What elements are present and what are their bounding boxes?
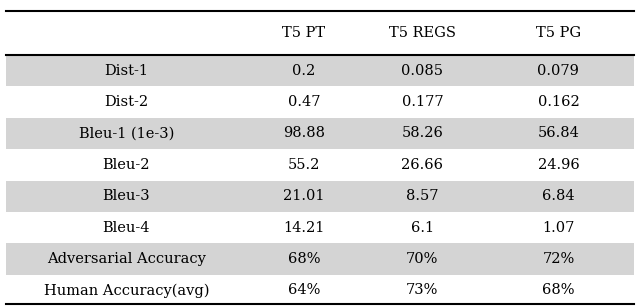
Text: 73%: 73% [406, 283, 438, 297]
Text: 98.88: 98.88 [283, 126, 325, 140]
Bar [6, 118, 634, 149]
Text: 6.84: 6.84 [542, 189, 575, 203]
Text: 21.01: 21.01 [284, 189, 324, 203]
Bar [6, 181, 634, 212]
Text: 58.26: 58.26 [401, 126, 444, 140]
Text: T5 PT: T5 PT [282, 26, 326, 40]
Text: T5 PG: T5 PG [536, 26, 581, 40]
Text: 68%: 68% [542, 283, 575, 297]
Bar [6, 243, 634, 275]
Text: Human Accuracy(avg): Human Accuracy(avg) [44, 283, 209, 297]
Text: Bleu-3: Bleu-3 [102, 189, 150, 203]
Text: 0.2: 0.2 [292, 64, 316, 78]
Text: 56.84: 56.84 [538, 126, 579, 140]
Text: 6.1: 6.1 [411, 221, 434, 235]
Text: 1.07: 1.07 [542, 221, 575, 235]
Text: 24.96: 24.96 [538, 158, 579, 172]
Text: Dist-2: Dist-2 [104, 95, 148, 109]
Text: Bleu-2: Bleu-2 [102, 158, 150, 172]
Text: 72%: 72% [542, 252, 575, 266]
Text: 0.177: 0.177 [401, 95, 444, 109]
Text: Adversarial Accuracy: Adversarial Accuracy [47, 252, 206, 266]
Text: 14.21: 14.21 [284, 221, 324, 235]
Text: 70%: 70% [406, 252, 438, 266]
Text: T5 REGS: T5 REGS [389, 26, 456, 40]
Text: Bleu-4: Bleu-4 [102, 221, 150, 235]
Text: Bleu-1 (1e-3): Bleu-1 (1e-3) [79, 126, 174, 140]
Text: 0.162: 0.162 [538, 95, 579, 109]
Text: 64%: 64% [288, 283, 320, 297]
Text: Dist-1: Dist-1 [104, 64, 148, 78]
Text: 0.47: 0.47 [288, 95, 320, 109]
Text: 26.66: 26.66 [401, 158, 444, 172]
Text: 0.085: 0.085 [401, 64, 444, 78]
Text: 55.2: 55.2 [288, 158, 320, 172]
Text: 0.079: 0.079 [538, 64, 579, 78]
Bar [6, 55, 634, 87]
Text: 8.57: 8.57 [406, 189, 438, 203]
Text: 68%: 68% [288, 252, 320, 266]
